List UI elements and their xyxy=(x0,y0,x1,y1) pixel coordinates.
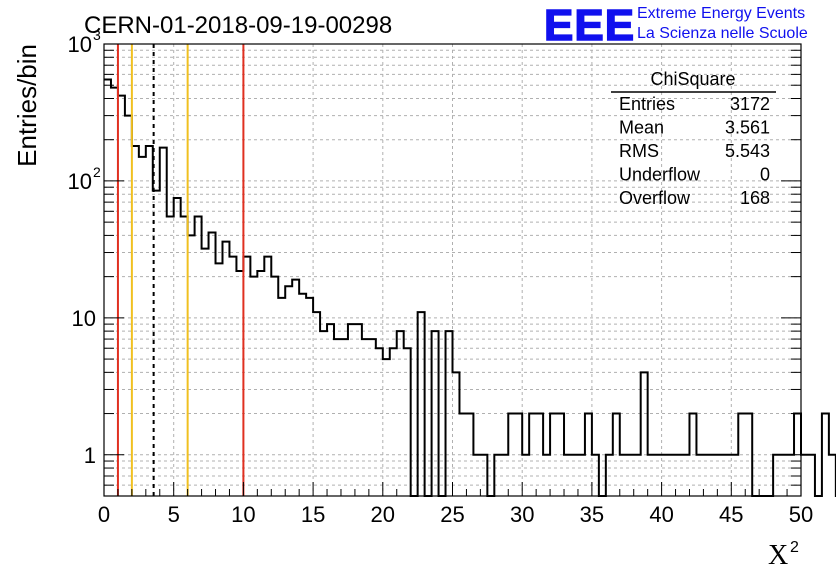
histogram-bin xyxy=(376,348,383,496)
x-tick-label: 50 xyxy=(789,502,813,527)
histogram-bin xyxy=(257,271,264,496)
histogram-bin xyxy=(334,339,341,496)
histogram-bin xyxy=(118,96,125,496)
histogram-bin xyxy=(264,257,271,496)
histogram-bin xyxy=(181,216,188,496)
histogram-bin xyxy=(195,216,202,496)
histogram-bin xyxy=(390,348,397,496)
histogram-bin xyxy=(822,414,829,496)
x-tick-label: 20 xyxy=(371,502,395,527)
y-tick-label-exponent: 3 xyxy=(93,27,101,43)
histogram-bin xyxy=(236,271,243,496)
stats-row-value: 3172 xyxy=(730,94,770,114)
histogram-bin xyxy=(167,216,174,496)
histogram-bin xyxy=(104,80,111,496)
x-tick-label: 35 xyxy=(580,502,604,527)
stats-row-value: 3.561 xyxy=(725,118,770,138)
x-tick-label: 45 xyxy=(719,502,743,527)
y-tick-label: 1 xyxy=(84,443,96,468)
histogram-bin xyxy=(271,277,278,496)
stats-row-label: Overflow xyxy=(619,188,691,208)
histogram-bin xyxy=(369,339,376,496)
eee-logo-line1: Extreme Energy Events xyxy=(637,5,805,22)
histogram-bin xyxy=(278,298,285,496)
histogram-bin xyxy=(146,146,153,496)
histogram-bin xyxy=(306,298,313,496)
reference-lines xyxy=(116,44,245,496)
x-tick-label: 10 xyxy=(231,502,255,527)
stats-box-title: ChiSquare xyxy=(650,69,735,89)
eee-logo: EEE Extreme Energy Events La Scienza nel… xyxy=(543,0,808,51)
stats-row-label: Mean xyxy=(619,118,664,138)
x-axis-label: X xyxy=(768,540,788,571)
stats-row-value: 5.543 xyxy=(725,141,770,161)
stats-row-label: Entries xyxy=(619,94,675,114)
stats-row-label: Underflow xyxy=(619,165,701,185)
x-axis-label-superscript: 2 xyxy=(790,539,799,556)
y-axis-label: Entries/bin xyxy=(12,44,42,167)
histogram-bin xyxy=(160,148,167,496)
x-tick-label: 0 xyxy=(98,502,110,527)
y-tick-label: 10 xyxy=(72,306,96,331)
histogram-bin xyxy=(132,146,139,496)
x-tick-label: 15 xyxy=(301,502,325,527)
histogram-bin xyxy=(341,339,348,496)
histogram-bin xyxy=(641,372,648,496)
histogram-bin xyxy=(229,257,236,496)
stats-row-value: 168 xyxy=(740,188,770,208)
axis-ticks xyxy=(103,49,802,497)
histogram-bin xyxy=(111,88,118,496)
histogram-bin xyxy=(209,233,216,496)
histogram-bin xyxy=(808,455,815,496)
histogram-bin xyxy=(355,324,362,496)
x-tick-label: 5 xyxy=(168,502,180,527)
histogram-bin xyxy=(327,324,334,496)
histogram-bin xyxy=(801,455,808,496)
y-tick-label-exponent: 2 xyxy=(93,164,101,180)
y-tick-label: 10 xyxy=(68,32,92,57)
eee-logo-line2: La Scienza nelle Scuole xyxy=(637,25,808,42)
stats-box: ChiSquare Entries 3172 Mean 3.561 RMS 5.543 Un… xyxy=(611,69,776,208)
x-tick-label: 30 xyxy=(510,502,534,527)
histogram-bin xyxy=(139,157,146,496)
histogram-bin xyxy=(453,372,460,496)
x-tick-label: 25 xyxy=(440,502,464,527)
histogram-bin xyxy=(125,116,132,496)
stats-row-value: 0 xyxy=(760,165,770,185)
histogram-bin xyxy=(222,242,229,496)
histogram-bin xyxy=(348,324,355,496)
histogram-bin xyxy=(829,455,836,496)
histogram-bin xyxy=(292,280,299,496)
histogram-bin xyxy=(188,235,195,496)
chart-title: CERN-01-2018-09-19-00298 xyxy=(84,12,392,39)
eee-logo-mark: EEE xyxy=(544,1,635,50)
histogram-bin xyxy=(174,198,181,496)
x-tick-label: 40 xyxy=(649,502,673,527)
stats-row-label: RMS xyxy=(619,141,659,161)
histogram-bin xyxy=(362,339,369,496)
histogram-bin xyxy=(243,257,250,496)
histogram-bin xyxy=(383,359,390,496)
histogram-bin xyxy=(250,277,257,496)
y-tick-label: 10 xyxy=(68,169,92,194)
x-tick-labels: 0 5 10 15 20 25 30 35 40 45 50 xyxy=(98,502,813,527)
histogram-bin xyxy=(404,348,411,496)
